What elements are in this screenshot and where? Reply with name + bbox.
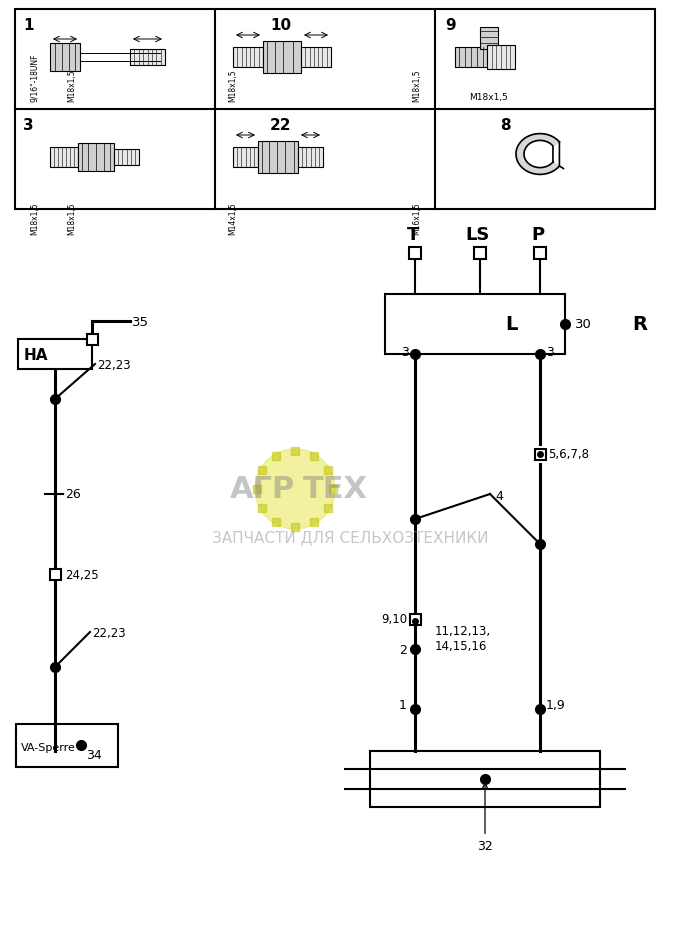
Bar <box>534 248 546 259</box>
Bar <box>50 44 80 72</box>
Bar <box>301 48 331 68</box>
Bar <box>324 505 332 512</box>
Bar <box>410 614 421 625</box>
Text: 34: 34 <box>86 748 101 761</box>
Text: 11,12,13,
14,15,16: 11,12,13, 14,15,16 <box>435 624 491 652</box>
Bar <box>310 519 318 526</box>
Text: 22,23: 22,23 <box>97 358 131 371</box>
Bar <box>16 724 118 768</box>
Text: АГР: АГР <box>230 475 295 504</box>
Bar <box>385 295 565 355</box>
Bar <box>272 453 280 461</box>
Bar <box>78 144 114 172</box>
Bar <box>480 28 498 50</box>
Text: L: L <box>505 315 517 334</box>
Text: 9,10: 9,10 <box>381 613 407 626</box>
Text: 32: 32 <box>477 783 493 852</box>
Text: 4: 4 <box>495 490 503 503</box>
Text: 22,23: 22,23 <box>92 626 125 638</box>
Bar <box>15 10 655 210</box>
Bar <box>233 48 263 68</box>
Bar <box>291 523 299 532</box>
Circle shape <box>255 449 335 530</box>
Text: M14x1,5: M14x1,5 <box>228 202 237 235</box>
Text: 26: 26 <box>65 488 80 501</box>
Text: M18x1,5: M18x1,5 <box>67 69 76 102</box>
Bar <box>87 334 97 345</box>
Text: 1: 1 <box>399 698 407 711</box>
Text: 8: 8 <box>500 118 510 133</box>
Text: ТЕХ: ТЕХ <box>303 475 368 504</box>
Text: 1,9: 1,9 <box>546 698 566 711</box>
Text: 3: 3 <box>546 345 554 358</box>
Bar <box>18 340 92 370</box>
Bar <box>298 148 323 168</box>
Text: M18x1,5: M18x1,5 <box>228 69 237 102</box>
Text: 3: 3 <box>23 118 34 133</box>
Bar <box>258 466 266 475</box>
Bar <box>535 449 545 460</box>
Text: 1: 1 <box>23 18 34 33</box>
Bar <box>114 150 139 166</box>
Text: 3: 3 <box>401 345 409 358</box>
Text: 5,6,7,8: 5,6,7,8 <box>548 448 589 461</box>
Bar <box>258 142 298 174</box>
Text: 9/16"-18UNF: 9/16"-18UNF <box>31 53 39 102</box>
Bar <box>474 248 486 259</box>
Bar <box>272 519 280 526</box>
Text: R: R <box>631 315 647 334</box>
Text: LS: LS <box>466 226 490 243</box>
Text: M18x1,5: M18x1,5 <box>412 69 421 102</box>
Text: M16x1,5: M16x1,5 <box>412 202 421 235</box>
Bar <box>50 569 60 580</box>
Bar <box>233 148 258 168</box>
Bar <box>130 50 165 66</box>
Bar <box>487 46 515 70</box>
Bar <box>329 486 337 493</box>
Text: M18x1,5: M18x1,5 <box>470 93 508 102</box>
Text: 9: 9 <box>445 18 456 33</box>
Bar <box>324 466 332 475</box>
Text: T: T <box>407 226 419 243</box>
Text: 22: 22 <box>270 118 291 133</box>
Text: M18x1,5: M18x1,5 <box>31 202 39 234</box>
Bar <box>258 505 266 512</box>
Text: HA: HA <box>24 347 48 362</box>
Bar <box>455 48 487 68</box>
Bar <box>291 447 299 456</box>
Polygon shape <box>516 135 559 175</box>
Text: 30: 30 <box>575 318 592 331</box>
Text: ЗАПЧАСТИ ДЛЯ СЕЛЬХОЗТЕХНИКИ: ЗАПЧАСТИ ДЛЯ СЕЛЬХОЗТЕХНИКИ <box>211 530 489 545</box>
Bar <box>370 752 600 807</box>
Bar <box>409 248 421 259</box>
Bar <box>263 42 301 74</box>
Bar <box>310 453 318 461</box>
Bar <box>50 148 78 168</box>
Text: VA-Sperre: VA-Sperre <box>21 742 76 753</box>
Text: P: P <box>531 226 545 243</box>
Bar <box>253 486 261 493</box>
Text: 2: 2 <box>399 643 407 656</box>
Text: 24,25: 24,25 <box>65 568 99 581</box>
Text: 10: 10 <box>270 18 291 33</box>
Text: 35: 35 <box>132 315 149 329</box>
Text: M18x1,5: M18x1,5 <box>67 202 76 234</box>
